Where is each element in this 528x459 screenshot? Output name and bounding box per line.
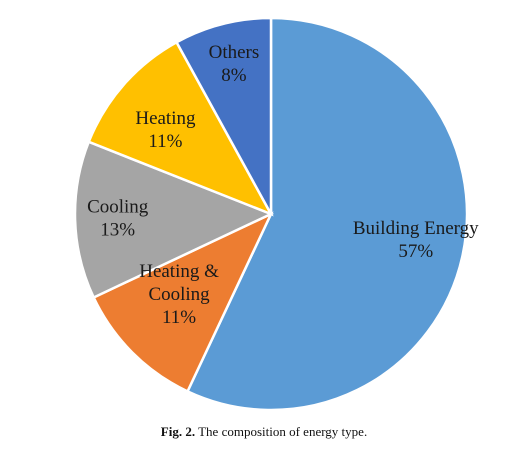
figure-caption: Fig. 2. The composition of energy type. xyxy=(0,424,528,440)
pie-slice-cooling xyxy=(73,140,275,300)
pie-slice-heating-cooling xyxy=(91,211,274,394)
slice-name: Others xyxy=(209,42,260,63)
slice-name: Heating xyxy=(135,108,196,129)
pie-slice-heating xyxy=(87,40,274,217)
pie-labels: Building Energy 57%Heating & Cooling 11%Coo… xyxy=(87,42,479,328)
slice-name: Cooling xyxy=(87,197,149,218)
slice-name: Cooling xyxy=(148,284,210,305)
pie-slice-others xyxy=(174,16,273,215)
slice-value: 11% xyxy=(148,131,182,152)
pie-slices xyxy=(73,16,469,412)
slice-value: 11% xyxy=(162,307,196,328)
slice-name: Building Energy xyxy=(353,218,479,239)
slice-label: Building Energy 57% xyxy=(353,218,479,262)
slice-label: Heating 11% xyxy=(135,108,196,152)
figure-number: Fig. 2. xyxy=(160,424,196,439)
slice-value: 13% xyxy=(100,220,135,241)
slice-value: 8% xyxy=(221,65,247,86)
caption-text: The composition of energy type. xyxy=(198,424,368,439)
slice-label: Cooling 13% xyxy=(87,197,149,241)
slice-label: Others 8% xyxy=(209,42,260,86)
pie-chart: Building Energy 57%Heating & Cooling 11%Coo… xyxy=(73,16,479,412)
slice-value: 57% xyxy=(398,241,433,262)
slice-name: Heating & xyxy=(139,261,219,282)
slice-label: Heating & Cooling 11% xyxy=(139,261,219,328)
pie-slice-building-energy xyxy=(185,16,469,412)
